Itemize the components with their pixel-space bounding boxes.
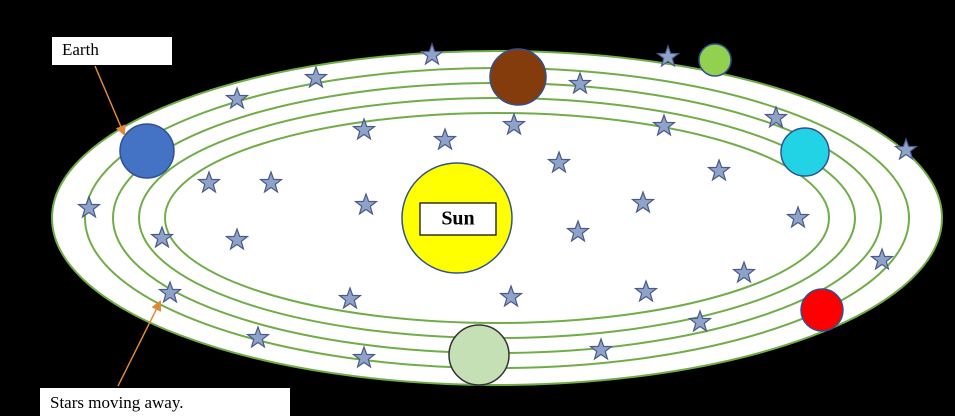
arrow [94,65,126,136]
sun-label: Sun [441,208,474,230]
planet [489,48,547,106]
planet [448,324,510,386]
stars-label-box [40,388,290,416]
planet [780,127,830,177]
sun-label-box [419,202,497,236]
earth-label: Earth [62,40,99,59]
orbit [164,112,830,324]
arrow [117,300,161,387]
planet [698,43,732,77]
earth-label-box [52,37,172,65]
earth [119,123,175,179]
stars-label: Stars moving away. [50,393,183,412]
planet [800,288,844,332]
